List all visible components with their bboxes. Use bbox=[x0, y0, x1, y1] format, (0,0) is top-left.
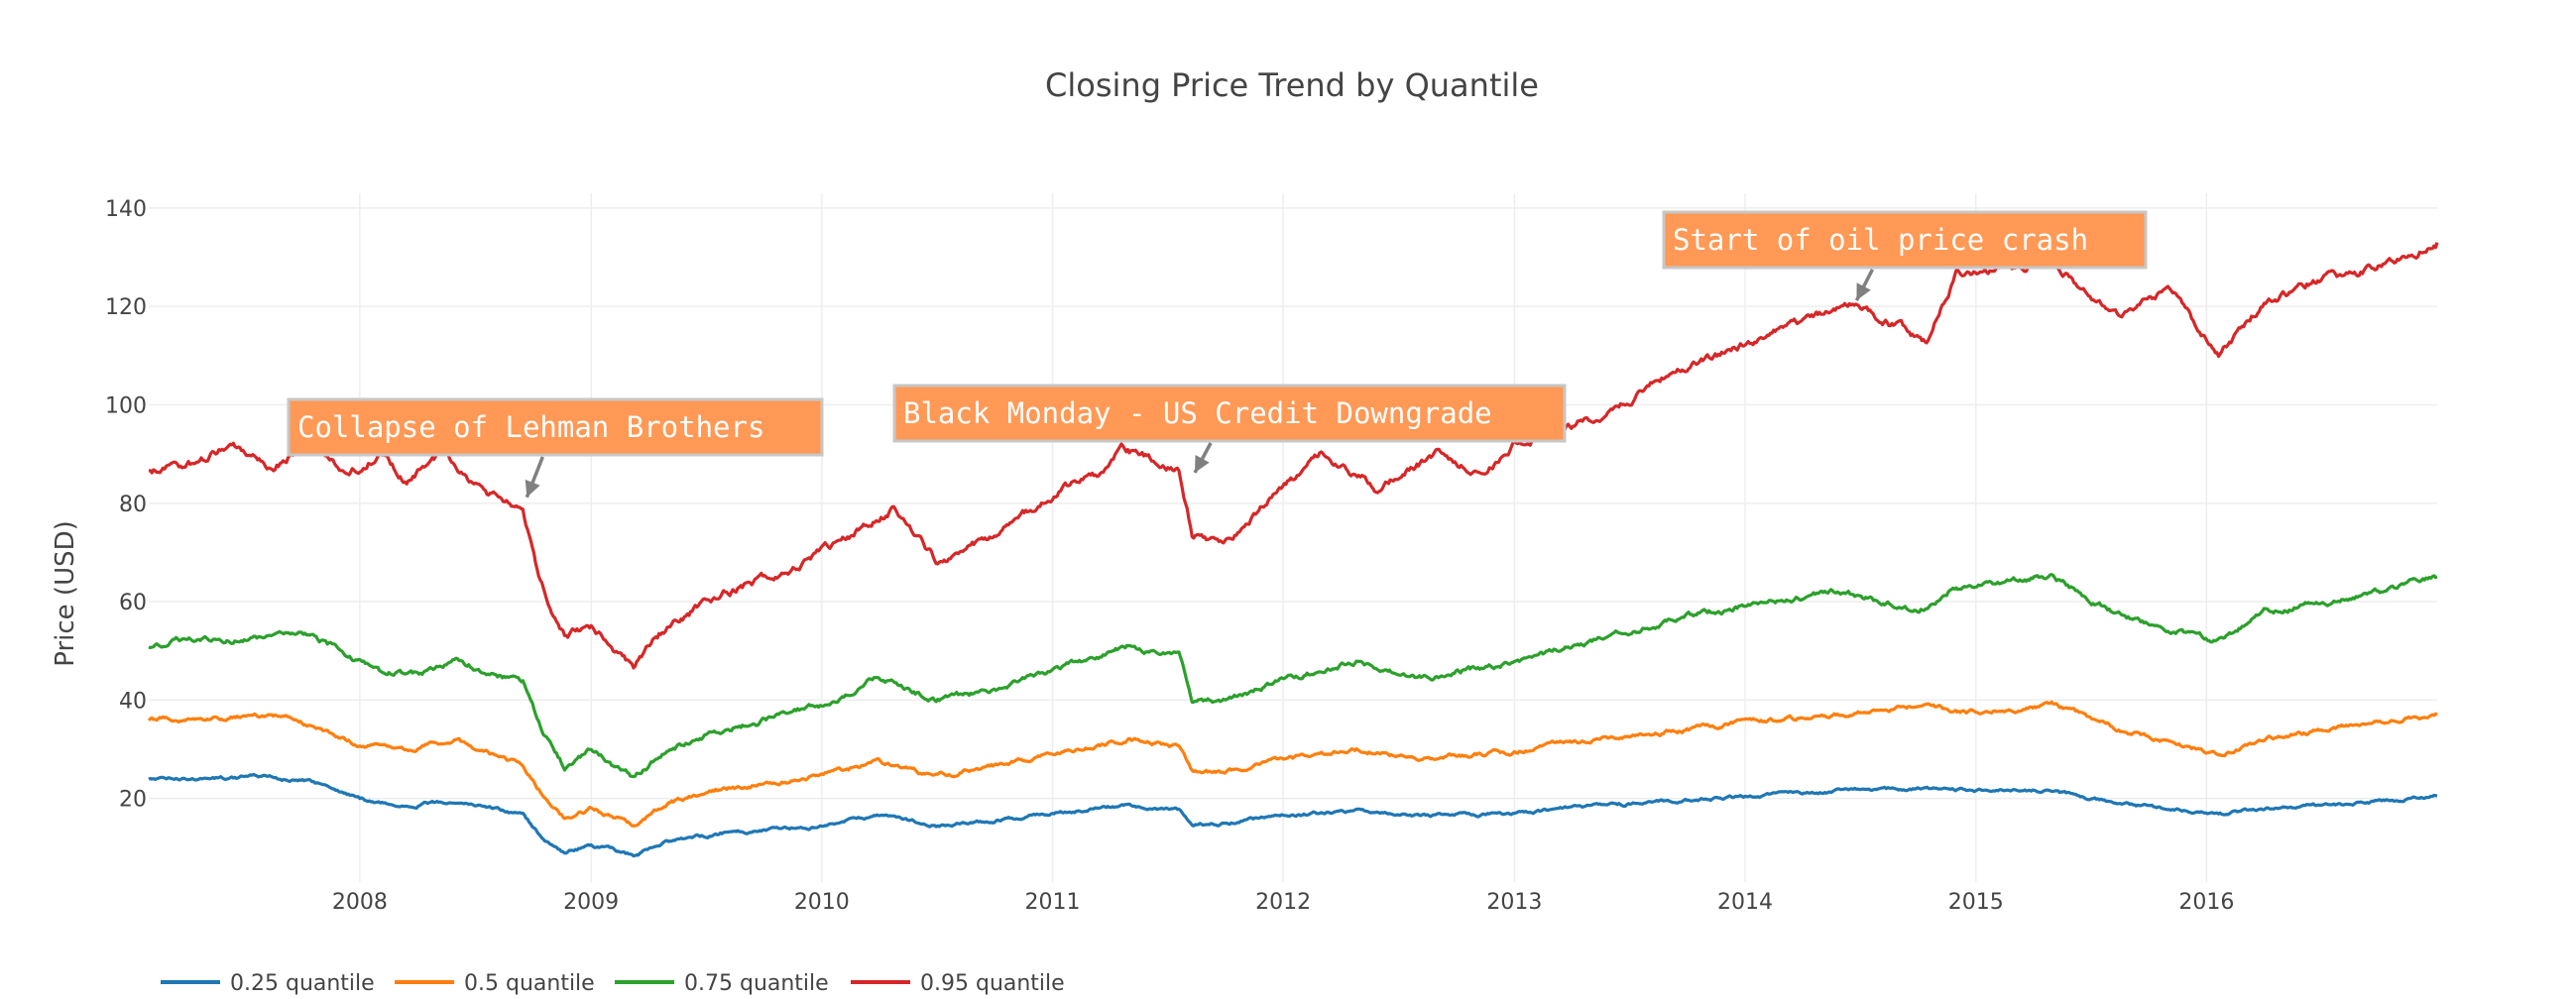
x-tick-label: 2015 bbox=[1948, 890, 2004, 915]
legend[interactable]: 0.25 quantile 0.5 quantile 0.75 quantile 0.… bbox=[161, 971, 1065, 996]
x-tick-label: 2014 bbox=[1717, 890, 1773, 915]
y-tick-label: 40 bbox=[119, 689, 147, 714]
annotation-layer: Collapse of Lehman Brothers Black Monday … bbox=[287, 210, 2148, 499]
axis-layer: 2008 2009 2010 2011 2012 2013 2014 2015 2016 20 40… bbox=[105, 197, 2234, 915]
y-tick-label: 20 bbox=[119, 788, 147, 813]
x-tick-label: 2012 bbox=[1255, 890, 1311, 915]
annotation-label: Start of oil price crash bbox=[1673, 223, 2088, 257]
y-tick-label: 80 bbox=[119, 493, 147, 517]
legend-item[interactable]: 0.75 quantile bbox=[615, 971, 829, 996]
annotation-box bbox=[1662, 210, 2148, 270]
legend-label: 0.5 quantile bbox=[464, 971, 595, 996]
annotation: Start of oil price crash bbox=[1662, 210, 2148, 301]
annotation-arrowhead bbox=[1856, 282, 1871, 301]
series-line-0-75-quantile bbox=[148, 573, 2438, 779]
x-tick-label: 2008 bbox=[332, 890, 388, 915]
annotation: Collapse of Lehman Brothers bbox=[287, 397, 824, 499]
y-tick-label: 100 bbox=[105, 393, 147, 418]
x-tick-label: 2009 bbox=[563, 890, 619, 915]
annotation-arrowhead bbox=[1195, 455, 1210, 473]
annotation-label: Black Monday - US Credit Downgrade bbox=[903, 396, 1492, 430]
legend-item[interactable]: 0.25 quantile bbox=[161, 971, 375, 996]
x-tick-label: 2013 bbox=[1486, 890, 1542, 915]
annotation: Black Monday - US Credit Downgrade bbox=[892, 384, 1567, 474]
legend-label: 0.25 quantile bbox=[230, 971, 375, 996]
annotation-label: Collapse of Lehman Brothers bbox=[297, 410, 764, 444]
legend-item[interactable]: 0.95 quantile bbox=[851, 971, 1065, 996]
x-tick-label: 2011 bbox=[1024, 890, 1080, 915]
series-line-0-5-quantile bbox=[147, 700, 2438, 828]
series-line-0-25-quantile bbox=[148, 772, 2438, 858]
annotation-arrowhead bbox=[525, 479, 540, 498]
legend-label: 0.95 quantile bbox=[920, 971, 1065, 996]
annotation-box bbox=[287, 397, 824, 457]
chart-title: Closing Price Trend by Quantile bbox=[1045, 66, 1539, 104]
legend-label: 0.75 quantile bbox=[684, 971, 829, 996]
y-axis-title: Price (USD) bbox=[51, 520, 80, 667]
y-tick-label: 120 bbox=[105, 295, 147, 320]
legend-item[interactable]: 0.5 quantile bbox=[395, 971, 595, 996]
annotation-box bbox=[892, 384, 1567, 443]
y-tick-label: 60 bbox=[119, 591, 147, 615]
y-tick-label: 140 bbox=[105, 197, 147, 222]
x-tick-label: 2010 bbox=[794, 890, 850, 915]
x-tick-label: 2016 bbox=[2178, 890, 2234, 915]
